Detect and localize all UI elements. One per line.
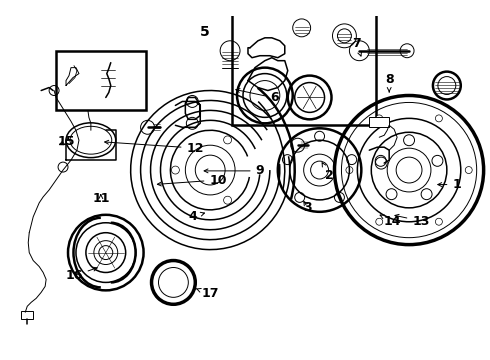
- Text: 11: 11: [92, 192, 110, 205]
- Text: 10: 10: [157, 174, 227, 186]
- Text: 3: 3: [303, 201, 312, 214]
- Circle shape: [223, 136, 232, 144]
- Text: 9: 9: [204, 165, 264, 177]
- Text: 4: 4: [189, 210, 204, 223]
- Text: 17: 17: [196, 287, 219, 301]
- Text: 5: 5: [200, 25, 210, 39]
- Circle shape: [223, 196, 232, 204]
- Text: 13: 13: [395, 214, 430, 228]
- Text: 6: 6: [236, 89, 279, 104]
- Circle shape: [172, 166, 179, 174]
- Bar: [21, 311, 33, 319]
- Circle shape: [465, 167, 472, 174]
- Circle shape: [376, 218, 383, 225]
- Text: 12: 12: [105, 140, 204, 154]
- Circle shape: [346, 167, 353, 174]
- Text: 14: 14: [380, 215, 401, 228]
- Text: 1: 1: [438, 178, 461, 191]
- Ellipse shape: [70, 126, 112, 154]
- Circle shape: [436, 115, 442, 122]
- Text: 7: 7: [352, 37, 362, 56]
- Text: 16: 16: [65, 267, 97, 282]
- Text: 2: 2: [322, 163, 334, 182]
- Circle shape: [376, 115, 383, 122]
- Circle shape: [436, 218, 442, 225]
- Bar: [56, 51, 146, 111]
- Text: 8: 8: [385, 73, 393, 92]
- Text: 15: 15: [57, 135, 75, 148]
- Bar: [369, 117, 389, 127]
- Bar: [232, 11, 376, 125]
